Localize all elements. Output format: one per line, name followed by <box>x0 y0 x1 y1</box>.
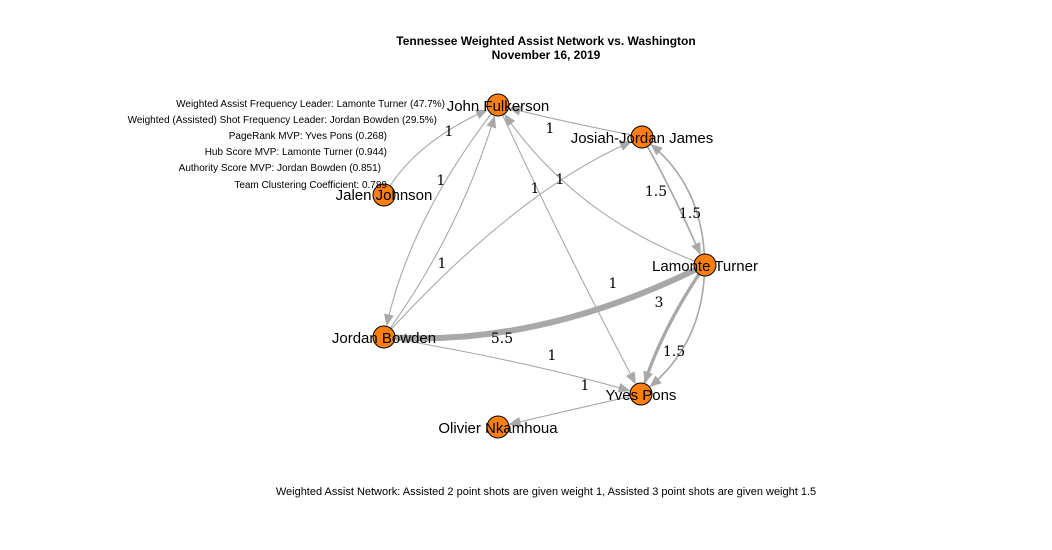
edge-weight-label: 1 <box>581 378 590 394</box>
node-label-johnson: Jalen Johnson <box>336 187 433 204</box>
chart-title-line2: November 16, 2019 <box>492 48 601 62</box>
node-james <box>630 125 654 149</box>
edge-weight-label: 3 <box>655 295 664 311</box>
node-fulkerson <box>486 93 510 117</box>
edge-turner-to-fulkerson <box>504 114 695 262</box>
edge-bowden-to-fulkerson <box>389 115 497 329</box>
edges-layer <box>384 106 706 427</box>
edge-weight-label: 1 <box>546 121 555 137</box>
edge-weight-label: 1 <box>438 256 447 272</box>
edge-fulkerson-to-bowden <box>384 113 492 327</box>
edge-turner-to-pons <box>649 275 706 387</box>
edge-weight-label: 1.5 <box>679 206 701 222</box>
edge-weight-label: 1 <box>531 181 540 197</box>
edge-james-to-fulkerson <box>508 106 632 136</box>
stat-shot-leader: Weighted (Assisted) Shot Frequency Leade… <box>128 115 437 126</box>
edge-weight-label: 5.5 <box>491 331 513 347</box>
node-label-fulkerson: John Fulkerson <box>447 98 550 115</box>
nodes-layer: John Fulkerson Josiah-Jordan James Jalen J… <box>332 93 758 439</box>
stat-clustering: Team Clustering Coefficient: 0.789 <box>234 180 387 191</box>
edge-weight-label: 1 <box>445 124 454 140</box>
edge-pons-to-nkamhoua <box>508 395 631 427</box>
node-pons <box>629 382 653 406</box>
edge-weight-label: 1.5 <box>663 344 685 360</box>
node-bowden <box>372 325 396 349</box>
stat-pagerank-mvp: PageRank MVP: Yves Pons (0.268) <box>229 131 387 142</box>
edge-bowden-to-james <box>391 141 632 330</box>
edge-bowden-to-pons <box>394 338 631 393</box>
edge-turner-to-james <box>650 144 706 255</box>
node-nkamhoua <box>486 415 510 439</box>
edge-weight-label: 1 <box>437 173 446 189</box>
edge-weight-label: 1 <box>609 276 618 292</box>
node-label-james: Josiah-Jordan James <box>571 130 714 147</box>
stat-hub-mvp: Hub Score MVP: Lamonte Turner (0.944) <box>205 147 387 158</box>
stat-assist-leader: Weighted Assist Frequency Leader: Lamont… <box>176 99 445 110</box>
edge-turner-to-pons <box>643 273 701 384</box>
node-label-turner: Lamonte Turner <box>652 258 758 275</box>
stats-block: Weighted Assist Frequency Leader: Lamont… <box>128 99 445 191</box>
edge-weight-label: 1 <box>548 348 557 364</box>
edge-james-to-turner <box>646 146 701 255</box>
node-johnson <box>372 183 396 207</box>
node-label-bowden: Jordan Bowden <box>332 330 436 347</box>
chart-title-line1: Tennessee Weighted Assist Network vs. Wa… <box>396 34 695 48</box>
footer-note: Weighted Assist Network: Assisted 2 poin… <box>276 486 816 498</box>
node-turner <box>693 253 717 277</box>
edge-turner-to-bowden <box>394 267 697 344</box>
node-label-nkamhoua: Olivier Nkamhoua <box>438 420 558 437</box>
edge-weight-label: 1 <box>556 172 565 188</box>
stat-authority-mvp: Authority Score MVP: Jordan Bowden (0.85… <box>179 163 381 174</box>
node-label-pons: Yves Pons <box>606 387 677 404</box>
edge-weight-label: 1.5 <box>645 184 667 200</box>
edge-fulkerson-to-pons <box>502 114 636 385</box>
edge-johnson-to-fulkerson <box>389 109 488 187</box>
